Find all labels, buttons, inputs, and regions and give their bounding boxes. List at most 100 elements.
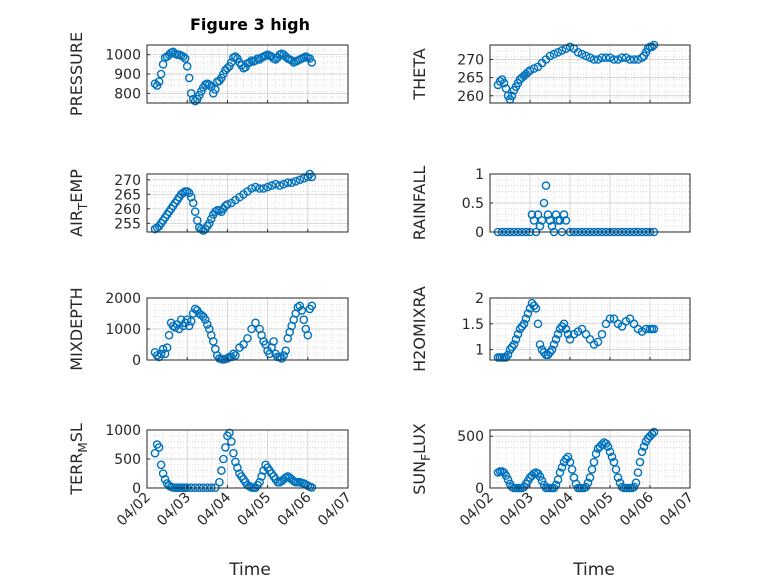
data-point: [617, 53, 627, 63]
data-point: [190, 207, 200, 216]
data-point: [275, 181, 285, 190]
data-point: [605, 314, 615, 324]
y-tick-label: 260: [457, 89, 484, 105]
data-point: [597, 329, 607, 339]
data-point: [547, 221, 557, 231]
data-point: [603, 442, 613, 451]
data-point: [251, 318, 260, 328]
data-point: [611, 465, 621, 474]
subplot-6: 1 1.5 2 H2OMIXRA: [410, 286, 691, 372]
data-point: [186, 192, 196, 202]
data-point: [247, 324, 256, 334]
data-point: [202, 320, 212, 329]
y-axis-label-4: RAINFALL: [410, 166, 429, 241]
data-point: [217, 466, 226, 475]
data-point: [287, 178, 297, 187]
data-point: [255, 184, 264, 193]
data-point: [208, 337, 218, 346]
data-point: [295, 175, 305, 185]
data-point: [513, 329, 523, 339]
data-point: [541, 181, 551, 190]
data-point: [537, 476, 547, 486]
data-point: [499, 78, 509, 88]
y-tick-label: 265: [114, 187, 141, 203]
x-tick-label: 04/06: [275, 489, 315, 529]
y-tick-label: 270: [457, 53, 484, 69]
data-point: [529, 301, 539, 311]
data-point: [162, 343, 172, 352]
data-point: [577, 324, 587, 334]
x-tick-label: 04/05: [577, 490, 617, 530]
data-point: [565, 42, 575, 52]
data-point: [525, 66, 535, 75]
data-point: [495, 77, 505, 86]
data-point: [589, 55, 599, 64]
x-tick-label: 04/05: [235, 490, 275, 530]
data-point: [164, 330, 174, 340]
data-point: [589, 457, 599, 467]
data-point: [637, 447, 647, 457]
y-tick-label: 260: [114, 202, 141, 218]
data-point: [210, 207, 220, 216]
data-point: [150, 448, 160, 458]
data-point: [531, 303, 541, 313]
data-point: [637, 53, 647, 63]
data-point: [555, 216, 565, 225]
data-point: [519, 319, 529, 329]
data-point: [221, 443, 230, 452]
x-tick-label: 04/07: [657, 490, 697, 530]
data-point: [609, 55, 619, 64]
data-point: [154, 77, 164, 86]
data-point: [307, 301, 317, 311]
data-point: [593, 55, 603, 64]
data-point: [251, 182, 260, 192]
data-point: [613, 473, 623, 482]
data-point: [537, 216, 547, 225]
y-tick-label: 2: [475, 291, 484, 307]
data-point: [559, 319, 569, 329]
x-tick-label: 04/04: [537, 489, 577, 529]
data-point: [303, 330, 313, 340]
data-point: [591, 449, 601, 459]
data-point: [639, 442, 649, 451]
data-point: [184, 321, 194, 331]
subplot-1: 800 900 1000 PRESSURE: [67, 32, 349, 116]
y-tick-label: 0: [475, 225, 484, 241]
data-point: [539, 198, 549, 208]
data-point: [247, 184, 256, 193]
data-point: [307, 172, 317, 182]
data-point: [581, 51, 591, 61]
figure-title: Figure 3 high: [190, 15, 310, 34]
data-point: [160, 474, 170, 484]
data-point: [503, 475, 513, 485]
data-point: [178, 188, 188, 198]
x-tick-label: 04/04: [194, 489, 234, 529]
data-point: [233, 463, 242, 473]
data-point: [533, 210, 543, 219]
y-tick-label: 0: [475, 481, 484, 497]
data-point: [186, 316, 196, 326]
data-point: [511, 334, 521, 344]
y-tick-label: 1: [475, 167, 484, 183]
data-point: [577, 49, 587, 59]
data-point: [283, 178, 293, 187]
data-point: [501, 471, 511, 480]
data-point: [635, 457, 645, 467]
data-point: [182, 187, 192, 196]
data-point: [156, 349, 166, 359]
data-point: [641, 324, 651, 334]
data-point: [521, 314, 531, 324]
data-point: [271, 179, 280, 189]
data-point: [545, 216, 555, 225]
data-point: [553, 48, 563, 57]
data-point: [585, 334, 595, 344]
y-tick-label: 900: [114, 67, 141, 83]
y-tick-label: 1000: [105, 48, 141, 64]
data-point: [154, 443, 164, 452]
data-point: [529, 216, 539, 225]
data-point: [507, 91, 517, 101]
data-point: [182, 62, 192, 71]
y-tick-label: 0: [132, 481, 141, 497]
